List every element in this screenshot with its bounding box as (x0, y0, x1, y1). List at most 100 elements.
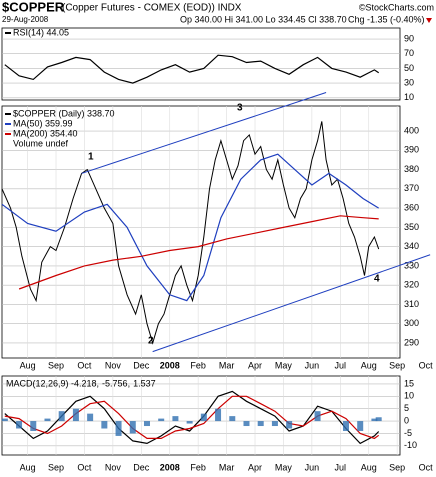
x-tick-label: Feb (190, 462, 206, 472)
legend-label: -5.756, (102, 378, 130, 388)
histogram-bar (44, 418, 51, 422)
legend-note: Volume undef (13, 138, 69, 148)
panel-frame (1, 375, 401, 456)
x-tick-label: Aug (361, 462, 377, 472)
x-tick-label: Mar (219, 462, 235, 472)
histogram-bar (58, 411, 65, 422)
y-tick-label: 5 (404, 403, 409, 413)
legend-label: 1.537 (133, 378, 156, 388)
x-tick-label: Apr (248, 462, 262, 472)
x-tick-label: Oct (419, 462, 434, 472)
series-line (18, 215, 379, 290)
y-tick-label: 360 (404, 202, 419, 212)
trendline (152, 254, 431, 353)
credit: ©StockCharts.com (359, 2, 434, 12)
x-tick-label: Dec (133, 360, 150, 370)
x-tick-label: Jul (335, 462, 347, 472)
histogram-bar (143, 421, 150, 427)
x-tick-label: Nov (105, 462, 122, 472)
y-tick-label: 380 (404, 164, 419, 174)
series-line (4, 395, 380, 440)
y-tick-label: -10 (404, 440, 417, 450)
y-tick-label: 310 (404, 299, 419, 309)
y-tick-label: 300 (404, 318, 419, 328)
legend-label: MACD(12,26,9) -4.218, (6, 378, 99, 388)
y-tick-label: 10 (404, 391, 414, 401)
histogram-bar (357, 421, 364, 431)
x-tick-label: May (275, 462, 293, 472)
x-tick-label: Oct (419, 360, 434, 370)
histogram-bar (286, 421, 293, 429)
x-tick-label: Jun (305, 360, 320, 370)
y-tick-label: 350 (404, 222, 419, 232)
y-tick-label: 340 (404, 241, 419, 251)
x-tick-label: Dec (133, 462, 150, 472)
y-tick-label: 50 (404, 63, 414, 73)
histogram-bar (115, 421, 122, 436)
annotation: 3 (237, 103, 243, 114)
x-tick-label: Nov (105, 360, 122, 370)
x-tick-label: Sep (389, 360, 405, 370)
x-tick-label: Aug (20, 462, 36, 472)
histogram-bar (229, 416, 236, 422)
x-tick-label: Apr (248, 360, 262, 370)
x-tick-label: Aug (20, 360, 36, 370)
y-tick-label: 10 (404, 92, 414, 102)
panel-frame (1, 27, 401, 101)
histogram-bar (158, 418, 165, 422)
x-tick-label: May (275, 360, 293, 370)
date: 29-Aug-2008 (2, 15, 49, 24)
series-line (1, 121, 380, 345)
histogram-bar (129, 421, 136, 434)
y-tick-label: 15 (404, 378, 414, 388)
histogram-bar (30, 421, 37, 431)
annotation: 1 (88, 152, 94, 163)
y-tick-label: 370 (404, 183, 419, 193)
y-tick-label: 290 (404, 337, 419, 347)
annotation: 2 (148, 336, 154, 347)
histogram-bar (101, 421, 108, 429)
histogram-bar (371, 418, 378, 422)
x-tick-label: Oct (77, 360, 92, 370)
chart-title: (Copper Futures - COMEX (EOD)) INDX (62, 3, 242, 14)
x-tick-label: Feb (190, 360, 206, 370)
series-line (4, 390, 380, 445)
histogram-bar (375, 417, 382, 422)
y-tick-label: 400 (404, 125, 419, 135)
legend-label: MA(50) 359.99 (13, 118, 73, 128)
histogram-bar (257, 421, 264, 427)
y-tick-label: 0 (404, 415, 409, 425)
x-tick-label: Jun (305, 462, 320, 472)
histogram-bar (16, 421, 23, 429)
panel-frame (1, 105, 401, 359)
x-tick-label: Jul (335, 360, 347, 370)
trendline (81, 92, 327, 174)
y-tick-label: 30 (404, 77, 414, 87)
x-tick-label: Sep (48, 462, 64, 472)
x-tick-label: 2008 (160, 462, 180, 472)
y-tick-label: -5 (404, 428, 412, 438)
annotation: 4 (374, 274, 380, 285)
histogram-bar (186, 421, 193, 424)
histogram-bar (314, 411, 321, 422)
y-tick-label: 70 (404, 48, 414, 58)
histogram-bar (1, 418, 8, 422)
x-tick-label: Sep (48, 360, 64, 370)
x-tick-label: Mar (219, 360, 235, 370)
y-tick-label: 390 (404, 145, 419, 155)
x-tick-label: Sep (389, 462, 405, 472)
y-tick-label: 90 (404, 33, 414, 43)
histogram-bar (215, 408, 222, 422)
histogram-bar (72, 408, 79, 422)
histogram-bar (172, 416, 179, 422)
histogram-bar (342, 421, 349, 431)
series-line (4, 54, 380, 84)
x-tick-label: Aug (361, 360, 377, 370)
x-tick-label: Oct (77, 462, 92, 472)
legend-label: $COPPER (Daily) 338.70 (13, 108, 115, 118)
histogram-bar (243, 421, 250, 427)
y-tick-label: 320 (404, 280, 419, 290)
histogram-bar (271, 421, 278, 427)
